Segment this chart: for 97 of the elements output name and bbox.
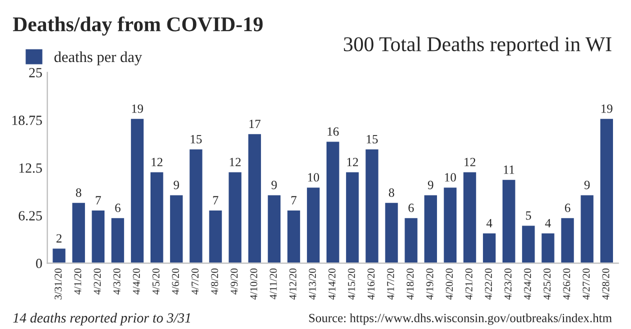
- data-label: 9: [428, 180, 434, 190]
- bar: [462, 170, 478, 264]
- data-label: 7: [291, 196, 297, 204]
- bar: [130, 117, 146, 264]
- x-tick-label: 4/25/20: [544, 268, 551, 300]
- data-label: 15: [366, 135, 378, 144]
- data-label: 10: [308, 173, 320, 182]
- x-tick-label: 4/1/20: [74, 268, 82, 294]
- x-tick-label: 4/26/20: [563, 268, 570, 300]
- x-tick-label: 4/2/20: [94, 268, 101, 294]
- bar: [384, 201, 400, 264]
- x-tick-label: 4/14/20: [328, 268, 336, 300]
- bar: [422, 194, 438, 264]
- bar: [227, 170, 243, 264]
- x-tick-label: 4/8/20: [211, 268, 218, 294]
- data-label: 4: [486, 219, 492, 228]
- bar: [442, 186, 458, 264]
- data-label: 8: [388, 188, 394, 197]
- bar: [482, 232, 498, 264]
- x-tick-label: 3/31/20: [54, 268, 62, 300]
- bar: [306, 186, 322, 264]
- data-label: 15: [190, 135, 202, 144]
- x-tick-label: 4/7/20: [192, 268, 199, 294]
- bar: [149, 170, 165, 264]
- x-tick-label: 4/21/20: [465, 268, 472, 300]
- x-tick-label: 4/13/20: [308, 268, 316, 300]
- x-tick-label: 4/19/20: [426, 268, 434, 300]
- text: 14 deaths reported prior to 3/31: [13, 312, 190, 326]
- x-tick-label: 4/15/20: [348, 268, 356, 300]
- bar: [598, 117, 614, 264]
- x-tick-label: 4/16/20: [368, 268, 375, 300]
- x-tick-label: 4/12/20: [289, 268, 296, 300]
- data-label: 7: [96, 196, 101, 204]
- bar: [168, 194, 184, 264]
- x-tick-label: 4/4/20: [132, 268, 140, 294]
- x-tick-label: 4/10/20: [250, 268, 258, 300]
- data-label: 9: [174, 180, 180, 190]
- y-tick-label: 12.5: [19, 163, 42, 173]
- x-tick-label: 4/5/20: [152, 268, 160, 294]
- y-tick-label: 25: [29, 68, 42, 78]
- bar: [579, 194, 595, 264]
- x-tick-label: 4/28/20: [602, 268, 610, 300]
- bar: [188, 148, 204, 264]
- x-tick-label: 4/22/20: [484, 268, 492, 300]
- data-label: 9: [584, 180, 590, 190]
- bar: [51, 247, 67, 264]
- bar: [560, 216, 576, 264]
- bar: [325, 140, 341, 264]
- data-label: 2: [56, 234, 62, 242]
- x-tick-label: 4/23/20: [504, 268, 512, 300]
- data-label: 10: [445, 173, 456, 182]
- data-label: 11: [504, 166, 514, 174]
- data-label: 5: [526, 211, 532, 220]
- data-label: 19: [132, 104, 144, 113]
- x-tick-label: 4/9/20: [230, 268, 238, 294]
- x-tick-label: 4/27/20: [582, 268, 590, 300]
- y-tick-label: 6.25: [18, 211, 42, 221]
- data-label: 8: [76, 188, 82, 197]
- data-label: 7: [213, 196, 218, 204]
- legend-label: deaths per day: [54, 51, 142, 66]
- x-tick-label: 4/3/20: [113, 268, 120, 294]
- data-label: 9: [271, 180, 277, 190]
- x-tick-label: 4/24/20: [524, 268, 532, 300]
- x-tick-label: 4/20/20: [446, 268, 453, 300]
- bar: [520, 224, 536, 264]
- data-label: 6: [408, 204, 414, 212]
- data-label: 12: [464, 158, 476, 166]
- bar: [110, 216, 126, 264]
- bar: [403, 216, 419, 264]
- bar: [208, 209, 224, 264]
- data-label: 12: [347, 158, 358, 166]
- data-label: 6: [564, 204, 570, 212]
- chart-title: Deaths/day from COVID-19: [12, 16, 263, 36]
- x-tick-label: 4/6/20: [172, 268, 180, 294]
- bar: [364, 148, 380, 264]
- x-tick-label: 4/17/20: [387, 268, 394, 300]
- bar: [246, 132, 262, 264]
- data-label: 16: [328, 127, 339, 136]
- bar: [344, 170, 360, 264]
- data-label: 12: [230, 158, 241, 166]
- data-label: 6: [115, 204, 120, 212]
- bar: [501, 178, 517, 264]
- x-tick-label: 4/18/20: [406, 268, 414, 300]
- bar: [266, 194, 282, 264]
- y-tick-label: 0: [36, 258, 42, 268]
- text: 300 Total Deaths reported in WI: [344, 36, 612, 56]
- data-label: 4: [545, 219, 551, 228]
- y-tick-label: 18.75: [12, 116, 42, 126]
- data-label: 12: [152, 158, 162, 166]
- data-label: 17: [249, 120, 261, 128]
- bar: [286, 209, 302, 264]
- bar: [90, 209, 106, 264]
- bar: [540, 232, 556, 264]
- source-note: Source: https://www.dhs.wisconsin.gov/outbreaks/index.htm: [309, 313, 612, 325]
- bar: [70, 201, 86, 264]
- data-label: 19: [601, 104, 612, 113]
- x-tick-label: 4/11/20: [270, 268, 277, 300]
